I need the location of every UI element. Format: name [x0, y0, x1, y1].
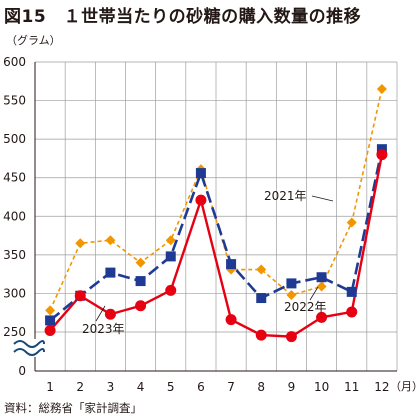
data-point-2023 — [316, 311, 328, 323]
x-tick-label: 8 — [257, 380, 265, 394]
series-markers — [44, 84, 388, 343]
x-tick-label: 5 — [167, 380, 175, 394]
data-point-2021 — [105, 267, 116, 278]
data-point-2022 — [45, 305, 56, 316]
data-point-2023 — [285, 331, 297, 343]
x-axis-label: （月） — [390, 380, 420, 393]
axis-break-mark — [13, 340, 45, 348]
data-point-2021 — [316, 272, 327, 283]
y-tick-label: 600 — [3, 55, 26, 69]
data-point-2023 — [104, 308, 116, 320]
x-tick-label: 2 — [76, 380, 84, 394]
y-tick-label: 500 — [3, 132, 26, 146]
chart-title: 図15 １世帯当たりの砂糖の購入数量の推移 — [4, 7, 362, 27]
y-tick-labels: 0 250 300 350 400 450 500 550 600 — [3, 55, 26, 378]
axis-break-mark — [13, 348, 45, 356]
x-tick-label: 6 — [197, 380, 205, 394]
data-point-2021 — [45, 315, 56, 326]
data-point-2021 — [226, 259, 237, 270]
data-point-2021 — [346, 286, 357, 297]
axis-break-mask — [12, 339, 42, 357]
data-point-2021 — [135, 276, 146, 287]
x-tick-label: 1 — [46, 380, 54, 394]
series-line-2022 — [49, 88, 383, 311]
y-tick-label: 300 — [3, 286, 26, 300]
y-tick-label: 550 — [3, 94, 26, 108]
y-tick-label: 250 — [3, 325, 26, 339]
data-point-2022 — [256, 264, 267, 275]
y-tick-label: 350 — [3, 248, 26, 262]
data-point-2023 — [44, 324, 56, 336]
data-point-2021 — [165, 251, 176, 262]
data-point-2022 — [105, 235, 116, 246]
data-point-2022 — [376, 84, 387, 94]
x-tick-label: 4 — [137, 380, 145, 394]
y-tick-label: 400 — [3, 209, 26, 223]
x-tick-labels: 1 2 3 4 5 6 7 8 9 10 11 12 — [46, 380, 389, 394]
data-point-2023 — [195, 194, 207, 206]
data-point-2022 — [286, 289, 297, 300]
data-point-2023 — [225, 314, 237, 326]
x-tick-label: 7 — [227, 380, 235, 394]
data-point-2022 — [75, 238, 86, 249]
data-point-2022 — [135, 257, 146, 268]
data-point-2021 — [195, 168, 206, 179]
label-leader-2022 — [309, 286, 319, 301]
y-tick-label: 450 — [3, 171, 26, 185]
series-label-2022: 2022年 — [284, 300, 327, 314]
data-point-2023 — [376, 149, 388, 161]
label-leader-2023 — [95, 305, 106, 322]
series-line-2021 — [49, 148, 384, 322]
data-point-2022 — [346, 217, 357, 228]
label-leader-2021 — [311, 195, 334, 202]
y-tick-label: 0 — [18, 364, 26, 378]
x-tick-label: 9 — [288, 380, 296, 394]
data-point-2023 — [74, 290, 86, 302]
series-label-2021: 2021年 — [264, 189, 307, 203]
x-tick-label: 12 — [374, 380, 389, 394]
series-labels: 2021年 2022年 2023年 — [82, 189, 334, 336]
chart-axes — [12, 62, 397, 372]
data-point-2022 — [165, 235, 176, 246]
data-point-2021 — [286, 278, 297, 289]
x-tick-label: 10 — [314, 380, 329, 394]
source-note: 資料：総務省「家計調査」 — [4, 401, 142, 415]
y-axis-label: （グラム） — [6, 33, 61, 47]
data-point-2023 — [135, 300, 147, 312]
series-label-2023: 2023年 — [82, 322, 125, 336]
x-tick-label: 11 — [344, 380, 359, 394]
data-point-2023 — [255, 329, 267, 341]
data-point-2021 — [256, 293, 267, 304]
data-point-2022 — [316, 281, 327, 292]
data-point-2023 — [165, 284, 177, 296]
x-tick-label: 3 — [107, 380, 115, 394]
data-point-2023 — [346, 306, 358, 318]
